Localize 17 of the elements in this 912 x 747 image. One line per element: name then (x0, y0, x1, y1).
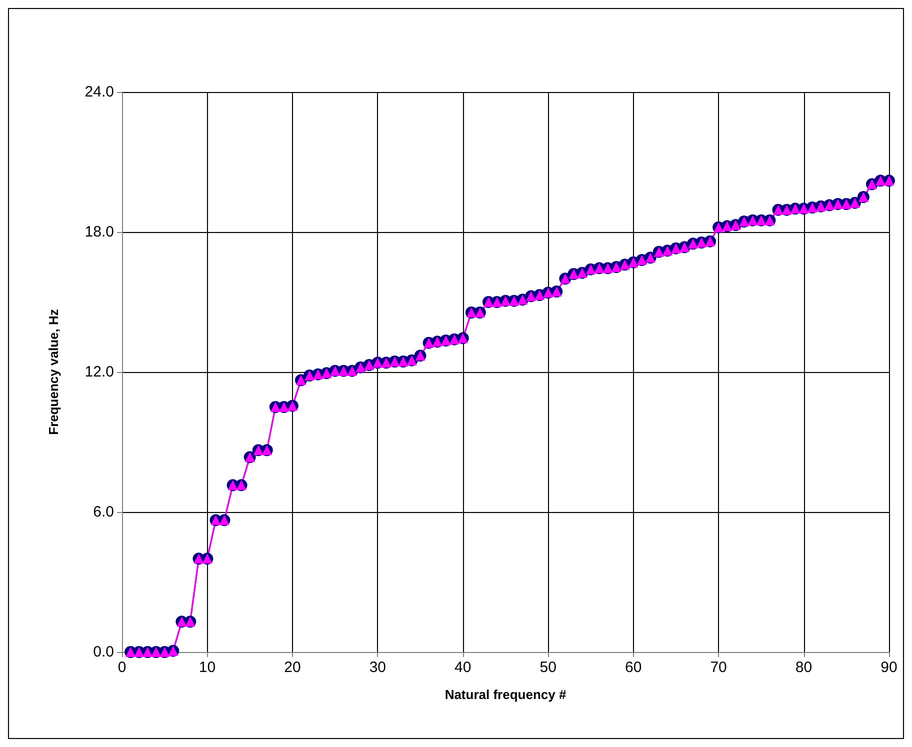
x-tick-label: 80 (795, 659, 812, 676)
x-tick-label: 0 (118, 659, 126, 676)
x-axis-title: Natural frequency # (444, 687, 567, 702)
x-tick-label: 90 (880, 659, 898, 676)
x-tick-label: 20 (284, 659, 301, 676)
x-tick-label: 40 (454, 659, 472, 676)
y-tick-label: 6.0 (93, 504, 114, 520)
x-tick-label: 30 (369, 659, 386, 676)
y-tick-label: 12.0 (84, 364, 114, 380)
y-tick-label: 18.0 (84, 224, 114, 240)
x-tick-label: 10 (198, 659, 216, 676)
x-tick-label: 60 (624, 659, 642, 676)
x-tick-label: 70 (710, 659, 727, 676)
y-axis-title: Frequency value, Hz (46, 308, 61, 435)
y-tick-label: 24.0 (84, 84, 114, 100)
y-tick-label: 0.0 (93, 644, 114, 660)
x-tick-label: 50 (540, 659, 556, 676)
